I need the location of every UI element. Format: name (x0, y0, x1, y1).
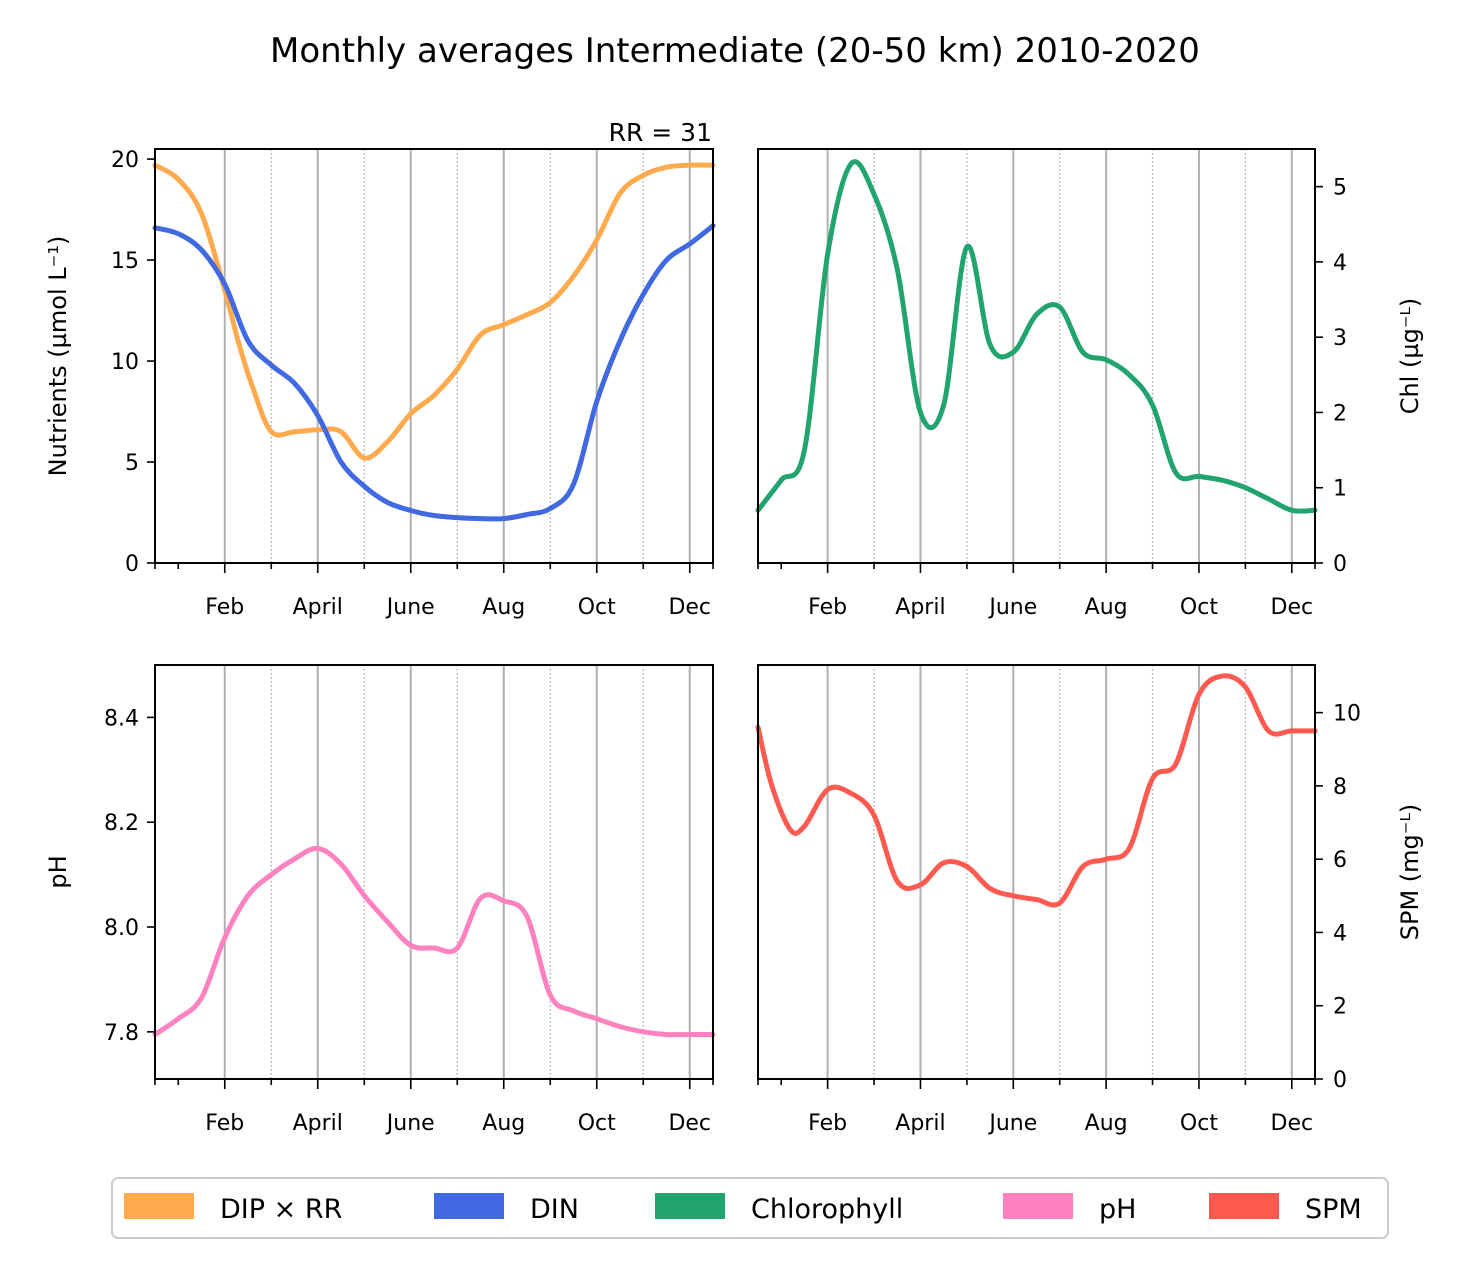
legend-label: DIP × RR (220, 1194, 342, 1225)
y-axis-label: Nutrients (µmol L⁻¹) (44, 236, 72, 477)
legend-label: DIN (530, 1194, 579, 1225)
legend-item: pH (1003, 1193, 1136, 1225)
x-tick-label: June (987, 595, 1037, 620)
y-tick-label: 10 (1333, 702, 1361, 727)
series-line-din (152, 223, 716, 522)
axes-frame (154, 148, 714, 564)
legend-item: DIP × RR (124, 1193, 342, 1225)
x-tick-label: April (293, 595, 343, 620)
panel-3: Feb April June Aug Oct Dec 7.8 8.0 8.2 8.4 pH (44, 664, 716, 1136)
x-tick-label: June (385, 595, 435, 620)
figure-title: Monthly averages Intermediate (20-50 km)… (270, 31, 1200, 71)
legend: DIP × RR DIN Chlorophyll pH SPM (111, 1177, 1389, 1239)
x-tick-label: Dec (1271, 1111, 1314, 1136)
y-tick-label: 0 (125, 552, 139, 577)
y-tick-label: 0 (1333, 1068, 1347, 1093)
x-tick-label: Feb (808, 1111, 847, 1136)
y-tick-label: 0 (1333, 552, 1347, 577)
rr-annotation: RR = 31 (609, 118, 712, 147)
y-tick-label: 6 (1333, 848, 1347, 873)
x-tick-label: Dec (668, 1111, 711, 1136)
x-tick-label: Oct (1180, 1111, 1218, 1136)
y-tick-label: 10 (111, 350, 139, 375)
x-tick-label: Dec (668, 595, 711, 620)
y-tick-label: 7.8 (104, 1021, 139, 1046)
y-tick-label: 5 (125, 451, 139, 476)
axes-frame (154, 664, 714, 1080)
y-tick-label: 2 (1333, 995, 1347, 1020)
x-tick-label: April (293, 1111, 343, 1136)
series-line-dip-rr (152, 162, 716, 461)
x-tick-label: Aug (1085, 595, 1128, 620)
series-line-ph (152, 845, 716, 1038)
y-tick-label: 8.4 (104, 706, 139, 731)
x-tick-label: June (385, 1111, 435, 1136)
x-tick-label: April (895, 595, 945, 620)
legend-swatch (1003, 1193, 1073, 1219)
y-tick-label: 3 (1333, 326, 1347, 351)
x-tick-label: Feb (808, 595, 847, 620)
x-tick-label: Feb (205, 595, 244, 620)
x-tick-label: Oct (578, 1111, 616, 1136)
y-tick-label: 4 (1333, 251, 1347, 276)
legend-label: SPM (1305, 1194, 1362, 1225)
legend-label: pH (1099, 1194, 1136, 1225)
series-line-spm (755, 673, 1318, 908)
axes-frame (757, 664, 1316, 1080)
axes-frame (757, 148, 1316, 564)
x-tick-label: Aug (482, 1111, 525, 1136)
y-tick-label: 5 (1333, 176, 1347, 201)
y-tick-label: 8.0 (104, 916, 139, 941)
legend-swatch (434, 1193, 504, 1219)
legend-item: DIN (434, 1193, 579, 1225)
y-tick-label: 2 (1333, 401, 1347, 426)
y-tick-label: 8 (1333, 775, 1347, 800)
legend-swatch (1209, 1193, 1279, 1219)
x-tick-label: Feb (205, 1111, 244, 1136)
y-axis-label: SPM (mg⁻ᴸ) (1396, 804, 1424, 940)
x-tick-label: Aug (482, 595, 525, 620)
y-axis-label: Chl (µg⁻ᴸ) (1396, 298, 1424, 415)
legend-item: SPM (1209, 1193, 1362, 1225)
panel-4: Feb April June Aug Oct Dec 0 2 4 6 8 10 SPM (mg⁻ᴸ) (755, 664, 1424, 1136)
x-tick-label: April (895, 1111, 945, 1136)
legend-item: Chlorophyll (655, 1193, 903, 1225)
panel-1: Feb April June Aug Oct Dec 0 5 10 15 20 Nutrients (… (44, 148, 716, 620)
x-tick-label: June (987, 1111, 1037, 1136)
legend-label: Chlorophyll (751, 1194, 903, 1225)
legend-swatch (655, 1193, 725, 1219)
y-axis-label: pH (44, 855, 72, 888)
y-tick-label: 1 (1333, 477, 1347, 502)
x-tick-label: Oct (1180, 595, 1218, 620)
legend-swatch (124, 1193, 194, 1219)
y-tick-label: 20 (111, 148, 139, 173)
x-tick-label: Aug (1085, 1111, 1128, 1136)
y-tick-label: 4 (1333, 921, 1347, 946)
x-tick-label: Oct (578, 595, 616, 620)
series-line-chlorophyll (755, 159, 1318, 514)
y-tick-label: 15 (111, 249, 139, 274)
panel-2: Feb April June Aug Oct Dec 0 1 2 3 4 5 Chl (µg⁻ᴸ) (755, 148, 1424, 620)
x-tick-label: Dec (1271, 595, 1314, 620)
y-tick-label: 8.2 (104, 811, 139, 836)
